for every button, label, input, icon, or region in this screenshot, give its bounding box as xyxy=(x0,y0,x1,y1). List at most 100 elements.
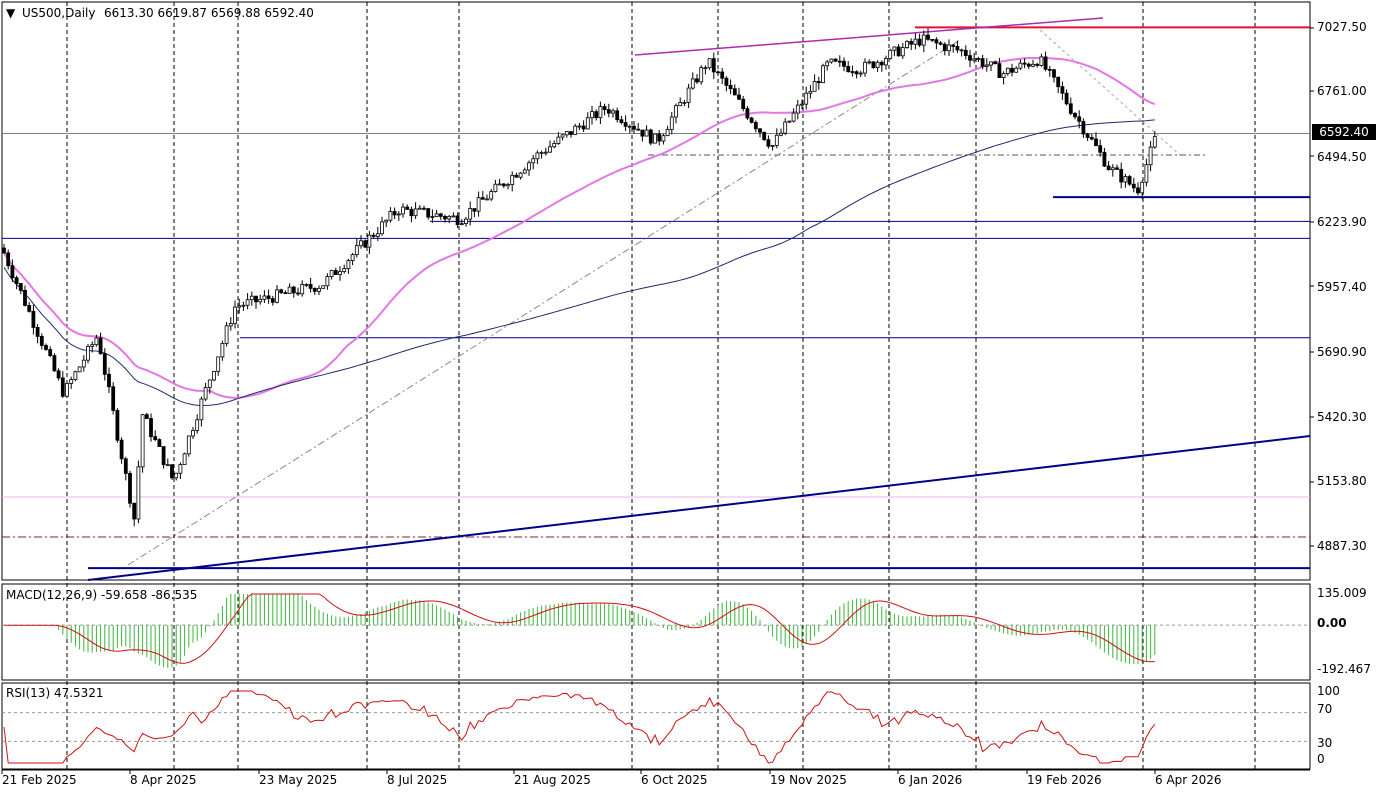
candle-body xyxy=(1098,145,1103,153)
candle-body xyxy=(447,216,452,220)
candle-body xyxy=(363,240,368,248)
candle-body xyxy=(1022,62,1027,65)
candle-body xyxy=(73,371,78,381)
candle-body xyxy=(1106,165,1111,171)
candle-body xyxy=(737,94,741,100)
candle-body xyxy=(455,215,460,226)
symbol-menu-icon[interactable]: ▼ xyxy=(6,6,16,20)
candle-body xyxy=(539,152,544,154)
candle-body xyxy=(157,439,162,447)
candle-body xyxy=(304,284,309,286)
candle-body xyxy=(623,122,628,127)
macd-label: MACD(12,26,9) -59.658 -86.535 xyxy=(6,588,198,602)
candle-body xyxy=(132,502,137,520)
candle-body xyxy=(711,58,716,73)
rsi-line xyxy=(3,690,1156,764)
candle-body xyxy=(552,143,557,148)
date-label: 23 May 2025 xyxy=(259,773,338,787)
candle-body xyxy=(300,284,305,295)
candle-body xyxy=(518,172,523,178)
candle-body xyxy=(1035,63,1040,66)
date-label: 19 Nov 2025 xyxy=(770,773,847,787)
candle-body xyxy=(1047,68,1052,71)
candle-body xyxy=(527,162,531,171)
candle-body xyxy=(829,58,834,63)
candle-body xyxy=(81,359,86,368)
candle-body xyxy=(31,310,36,328)
candle-body xyxy=(804,92,809,105)
candle-body xyxy=(468,208,473,220)
candle-body xyxy=(590,111,594,119)
candle-body xyxy=(426,208,431,218)
candle-body xyxy=(695,78,699,83)
candle-body xyxy=(644,129,649,137)
candle-body xyxy=(199,398,204,421)
main-pane-frame xyxy=(1,1,1311,581)
candle-body xyxy=(821,65,825,84)
candle-body xyxy=(27,305,32,312)
candle-body xyxy=(86,345,90,361)
candle-body xyxy=(1064,92,1069,105)
candle-body xyxy=(128,473,132,504)
candle-body xyxy=(942,43,947,52)
candle-body xyxy=(333,270,338,275)
candle-body xyxy=(405,206,410,210)
candle-body xyxy=(136,466,141,520)
candle-body xyxy=(359,240,363,247)
candle-body xyxy=(165,464,170,467)
candle-body xyxy=(766,139,771,147)
candle-body xyxy=(930,38,935,41)
candle-body xyxy=(846,65,851,72)
candle-body xyxy=(724,77,729,86)
candle-body xyxy=(392,211,397,216)
candle-body xyxy=(556,136,561,144)
candle-body xyxy=(1094,138,1098,147)
candle-body xyxy=(52,355,57,372)
candle-body xyxy=(140,414,145,468)
candle-body xyxy=(1110,167,1115,171)
candle-body xyxy=(325,276,330,287)
price-tick: 4887.30 xyxy=(1317,539,1367,553)
candle-body xyxy=(144,414,149,419)
candle-body xyxy=(329,270,334,277)
candle-body xyxy=(585,117,590,130)
candle-body xyxy=(413,208,418,217)
candle-body xyxy=(350,254,355,261)
candle-body xyxy=(997,63,1002,78)
candle-body xyxy=(741,98,746,110)
candle-body xyxy=(1136,187,1140,194)
candle-body xyxy=(917,38,922,46)
rsi-label: RSI(13) 47.5321 xyxy=(6,686,104,700)
date-label: 6 Oct 2025 xyxy=(641,773,708,787)
candle-body xyxy=(111,386,116,411)
candle-body xyxy=(594,111,599,119)
price-tick: 5690.90 xyxy=(1317,345,1367,359)
candle-body xyxy=(149,418,153,438)
candle-body xyxy=(661,135,666,142)
candle-body xyxy=(182,453,187,465)
upper-channel-trendline xyxy=(634,17,1104,56)
candle-body xyxy=(258,298,263,303)
candle-body xyxy=(489,191,494,200)
candle-body xyxy=(77,366,82,373)
ma200-line xyxy=(3,119,1155,407)
rsi-tick: 100 xyxy=(1317,684,1340,698)
candle-body xyxy=(1152,136,1157,148)
candle-body xyxy=(791,112,796,122)
candle-body xyxy=(2,247,6,254)
candle-body xyxy=(308,284,313,289)
candle-body xyxy=(720,71,725,79)
candle-body xyxy=(892,46,897,51)
rising-trendline xyxy=(87,435,1311,581)
candle-body xyxy=(779,132,783,136)
candle-body xyxy=(686,87,691,103)
candle-body xyxy=(1018,62,1023,69)
candle-body xyxy=(409,208,414,217)
candle-body xyxy=(921,34,926,46)
candle-body xyxy=(871,61,876,68)
candle-body xyxy=(44,345,48,350)
candle-body xyxy=(812,81,817,92)
candle-body xyxy=(216,356,221,372)
candle-body xyxy=(1068,103,1073,114)
